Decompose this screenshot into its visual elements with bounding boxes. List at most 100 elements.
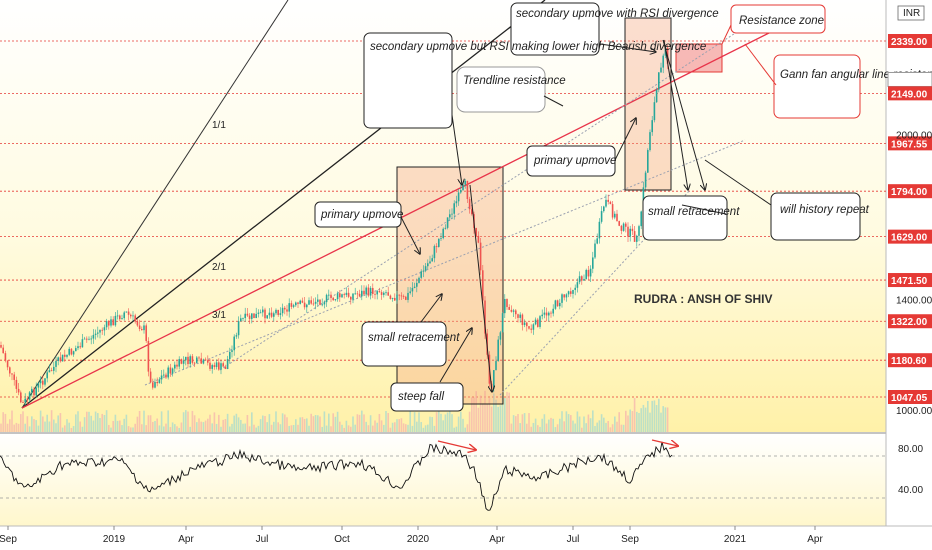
candle-body (108, 321, 110, 326)
candle-body (587, 269, 590, 277)
candle-body (171, 368, 174, 374)
volume-bar (37, 425, 40, 432)
candle-body (24, 398, 26, 403)
candle-body (127, 311, 130, 315)
volume-bar (614, 416, 616, 432)
volume-bar (479, 395, 482, 432)
volume-bar (246, 414, 249, 432)
candle-body (607, 199, 609, 202)
volume-bar (266, 422, 268, 432)
candle-body (202, 359, 205, 364)
volume-bar (374, 420, 376, 432)
volume-bar (400, 418, 403, 432)
candle-body (97, 332, 99, 334)
candle-body (508, 307, 510, 310)
candle-body (475, 227, 477, 236)
volume-bar (451, 414, 453, 432)
candle-body (638, 226, 640, 236)
candle-body (372, 287, 374, 294)
volume-bar (574, 423, 576, 432)
candle-body (259, 312, 262, 314)
gann-label-1x1: 1/1 (212, 120, 226, 131)
box-2020-top (396, 166, 504, 405)
candle-body (598, 221, 601, 239)
candle-body (563, 294, 565, 298)
candle-body (438, 238, 440, 247)
volume-bar (523, 413, 526, 432)
volume-bar (398, 419, 400, 432)
volume-bar (477, 407, 480, 432)
candle-body (275, 309, 277, 314)
volume-bar (528, 413, 530, 432)
volume-bar (471, 397, 473, 432)
volume-bar (191, 410, 194, 432)
rsi-tick-40: 40.00 (898, 485, 923, 496)
candle-body (299, 300, 301, 304)
candle-body (255, 313, 257, 319)
candlesticks (0, 44, 669, 406)
candle-body (539, 316, 541, 327)
volume-bar (350, 426, 352, 432)
volume-bar (539, 426, 541, 432)
candle-body (53, 366, 55, 371)
volume-bar (319, 416, 321, 432)
volume-bar (563, 421, 565, 432)
candle-body (130, 314, 132, 317)
candle-body (70, 348, 73, 355)
candle-body (596, 238, 598, 244)
candle-body (198, 357, 200, 359)
volume-bar (103, 415, 106, 432)
time-label-10: Apr (807, 534, 823, 545)
candle-body (317, 299, 319, 302)
candle-body (510, 309, 513, 312)
candle-body (504, 298, 506, 314)
candle-body (369, 287, 372, 296)
candle-body (444, 227, 447, 229)
volume-bar (629, 409, 631, 432)
volume-bar (347, 425, 350, 432)
volume-bar (110, 427, 112, 432)
volume-bar (83, 417, 86, 432)
callout-trendline (456, 66, 546, 113)
volume-bar (493, 393, 495, 432)
candle-body (114, 315, 117, 326)
volume-bar (420, 422, 422, 432)
volume-bar (658, 398, 660, 432)
volume-bar (264, 416, 266, 432)
candle-body (649, 132, 651, 151)
volume-bar (605, 422, 607, 432)
volume-bar (653, 400, 656, 432)
candle-body (189, 356, 191, 365)
candle-body (356, 293, 359, 295)
candle-body (495, 361, 497, 371)
volume-bar (651, 400, 653, 432)
volume-bar (231, 423, 233, 432)
candle-body (253, 313, 255, 319)
volume-bar (508, 392, 510, 432)
candle-body (44, 378, 46, 385)
candle-body (512, 310, 515, 312)
volume-bar (167, 410, 169, 432)
candle-body (400, 295, 403, 297)
volume-bar (442, 420, 444, 432)
volume-bars (0, 390, 669, 432)
volume-bar (64, 425, 66, 432)
volume-bar (537, 425, 539, 432)
candle-body (561, 294, 563, 303)
time-label-7: Jul (567, 534, 580, 545)
candle-body (262, 309, 264, 313)
volume-bar (504, 397, 506, 432)
candle-body (576, 282, 579, 288)
volume-bar (53, 419, 55, 432)
candle-body (336, 293, 339, 300)
candle-body (394, 297, 396, 301)
volume-bar (187, 411, 189, 432)
candle-body (402, 295, 405, 297)
volume-bar (576, 411, 579, 432)
volume-bar (242, 423, 244, 432)
volume-bar (149, 415, 152, 432)
candle-body (627, 226, 629, 237)
gann-label-2x1: 2/1 (212, 262, 226, 273)
candle-body (376, 291, 378, 295)
volume-bar (253, 424, 255, 432)
